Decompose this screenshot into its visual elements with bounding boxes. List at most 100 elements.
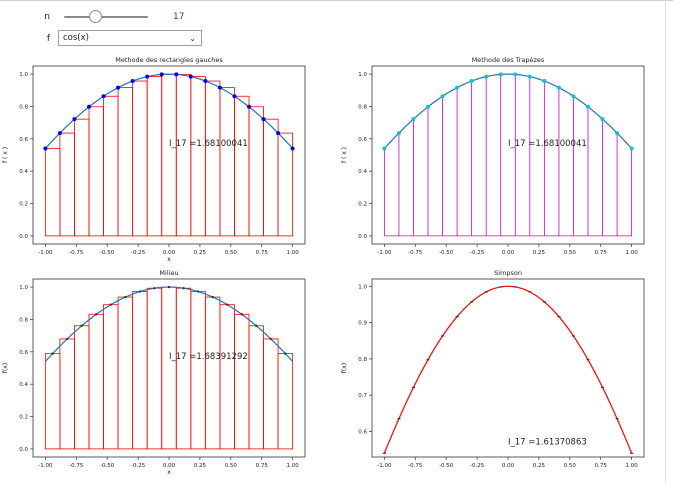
sample-point (116, 85, 121, 90)
x-tick-label: -0.75 (69, 250, 84, 256)
x-tick-label: 1.00 (287, 463, 300, 469)
y-tick-label: 0.6 (19, 350, 28, 356)
y-tick-label: 0.4 (19, 169, 28, 175)
x-tick-label: 1.00 (287, 250, 300, 256)
x-tick-label: -0.75 (408, 463, 423, 469)
sample-point (225, 303, 229, 306)
sample-point (87, 104, 91, 109)
x-tick-label: -1.00 (38, 250, 53, 256)
sample-point (290, 146, 295, 151)
chart-title: Simpson (494, 269, 522, 277)
chart-3: Simpson -1.00 -0.75 -0.50 -0.25 0.00 0.25 0.50 0… (341, 269, 645, 469)
n-slider[interactable] (64, 10, 148, 24)
x-tick-label: 0.00 (163, 463, 176, 469)
sample-point (80, 324, 83, 327)
x-tick-label: 0.00 (502, 250, 515, 256)
y-tick-label: 1.0 (19, 72, 28, 78)
x-tick-label: -0.50 (100, 463, 115, 469)
chart-0: Methode des rectangles gauches -1.00 -0.75… (2, 56, 306, 263)
x-tick-label: -0.75 (69, 463, 84, 469)
function-curve (383, 73, 633, 149)
sample-point (101, 94, 106, 99)
x-tick-label: -0.50 (439, 250, 454, 256)
integral-annotation: I_17 =1.61370863 (508, 438, 587, 448)
x-tick-label: -1.00 (377, 463, 392, 469)
sample-point (72, 117, 77, 122)
y-tick-label: 0.0 (19, 234, 28, 240)
sample-point (513, 72, 518, 77)
y-tick-label: 0.0 (19, 447, 28, 453)
y-axis-label: f(x) (341, 363, 348, 373)
n-slider-value: 17 (173, 12, 185, 22)
sample-point (455, 85, 460, 90)
x-tick-label: 0.25 (194, 463, 207, 469)
x-axis-label: x (167, 469, 171, 476)
sample-point (232, 94, 237, 99)
y-tick-label: 0.8 (358, 357, 367, 363)
sample-point (586, 104, 590, 109)
sample-point (188, 74, 193, 79)
sample-point (276, 131, 281, 136)
sample-point (174, 72, 179, 77)
x-tick-label: 0.75 (256, 463, 269, 469)
chart-title: Methode des Trapèzes (472, 56, 545, 64)
sample-point (203, 79, 208, 84)
n-slider-track[interactable] (64, 16, 148, 18)
sample-point (542, 79, 547, 84)
x-tick-label: 0.25 (533, 463, 546, 469)
sample-point (247, 104, 251, 109)
integral-annotation: I_17 =1.68100041 (508, 139, 587, 149)
integral-annotation: I_17 =1.68100041 (169, 139, 248, 149)
y-tick-label: 0.8 (19, 317, 28, 323)
top-border (0, 0, 673, 1)
y-axis-label: f ( x ) (341, 147, 348, 163)
sample-point (130, 79, 135, 84)
y-tick-label: 1.0 (358, 284, 367, 290)
y-tick-label: 0.4 (19, 382, 28, 388)
sample-point (426, 104, 430, 109)
y-tick-label: 0.8 (19, 104, 28, 110)
sample-point (498, 72, 503, 77)
sample-point (109, 303, 113, 306)
sample-point (167, 285, 171, 289)
x-tick-label: -0.50 (439, 463, 454, 469)
axes-frame (32, 65, 306, 245)
sample-point (95, 313, 98, 316)
x-tick-label: 1.00 (626, 463, 639, 469)
f-select[interactable]: cos(x) ⌄ (58, 30, 202, 46)
x-tick-label: -0.50 (100, 250, 115, 256)
chevron-down-icon: ⌄ (189, 34, 196, 43)
x-tick-label: 0.75 (595, 250, 608, 256)
y-tick-label: 0.6 (358, 137, 367, 143)
y-tick-label: 0.8 (358, 104, 367, 110)
x-tick-label: 0.75 (595, 463, 608, 469)
sample-point (396, 131, 401, 136)
x-tick-label: -0.25 (470, 250, 485, 256)
f-select-value: cos(x) (63, 33, 89, 43)
right-border (665, 0, 666, 484)
x-tick-label: 0.50 (225, 250, 238, 256)
function-curve (383, 285, 633, 454)
sample-point (600, 117, 605, 122)
sample-point (57, 131, 62, 136)
x-tick-label: 0.00 (502, 463, 515, 469)
sample-point (556, 85, 561, 90)
chart-1: Methode des Trapèzes -1.00 -0.75 -0.50 -0.25… (341, 56, 645, 256)
y-tick-label: 1.0 (19, 285, 28, 291)
n-slider-handle[interactable] (88, 10, 102, 23)
sample-point (411, 117, 416, 122)
axes-frame (371, 65, 645, 245)
sample-point (138, 290, 142, 293)
sample-point (153, 287, 156, 290)
x-tick-label: -0.25 (131, 463, 146, 469)
x-tick-label: 0.50 (564, 250, 577, 256)
x-axis-label: x (167, 256, 171, 263)
sample-point (124, 295, 127, 299)
y-tick-label: 0.6 (19, 137, 28, 143)
x-tick-label: 0.00 (163, 250, 176, 256)
x-tick-label: -0.25 (131, 250, 146, 256)
sample-point (484, 74, 489, 79)
sample-point (211, 295, 214, 299)
y-tick-label: 0.2 (19, 202, 28, 208)
